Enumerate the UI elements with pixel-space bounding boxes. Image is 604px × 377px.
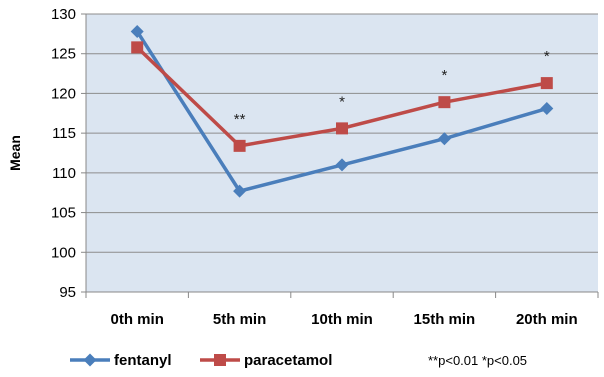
y-tick-label: 110 <box>52 165 76 182</box>
fentanyl-point <box>335 158 349 172</box>
legend-swatch-marker <box>83 353 97 367</box>
legend-swatch-marker <box>214 354 226 366</box>
legend-label: paracetamol <box>244 352 332 369</box>
y-tick-label: 130 <box>51 6 76 23</box>
legend-label: fentanyl <box>114 352 172 369</box>
y-tick-label: 115 <box>52 125 76 142</box>
significance-marker: ** <box>234 111 246 128</box>
paracetamol-point <box>131 41 144 54</box>
grid-lines <box>86 13 598 253</box>
y-tick-label: 105 <box>51 205 76 222</box>
legend: fentanyl paracetamol <box>70 352 332 369</box>
x-tick-label: 15th min <box>414 311 476 328</box>
x-tick-label: 5th min <box>213 311 266 328</box>
series-fentanyl <box>130 24 554 198</box>
significance-marker: * <box>441 67 447 84</box>
fentanyl-point <box>233 184 247 198</box>
y-tick-label: 100 <box>51 244 76 261</box>
y-tick-label: 120 <box>51 85 76 102</box>
legend-item-paracetamol: paracetamol <box>200 352 332 369</box>
significance-marker: * <box>544 48 550 65</box>
paracetamol-point <box>233 139 246 152</box>
x-tick-label: 20th min <box>516 311 578 328</box>
x-tick-label: 0th min <box>111 311 164 328</box>
significance-annotations: ***** <box>234 48 550 128</box>
series-layer <box>130 24 554 198</box>
fentanyl-point <box>540 102 554 116</box>
paracetamol-point <box>540 77 553 90</box>
axes: 95 100 105 110 115 120 125 130 0th min 5th min 10t… <box>51 6 599 328</box>
x-tick-label: 10th min <box>311 311 373 328</box>
significance-marker: * <box>339 93 345 110</box>
y-axis-title: Mean <box>7 135 23 171</box>
fentanyl-point <box>437 132 451 146</box>
paracetamol-point <box>336 122 348 135</box>
y-tick-label: 125 <box>51 46 76 63</box>
fentanyl-point <box>130 24 144 38</box>
legend-item-fentanyl: fentanyl <box>70 352 172 369</box>
paracetamol-point <box>438 96 451 109</box>
significance-footnote: **p<0.01 *p<0.05 <box>428 353 527 368</box>
series-paracetamol <box>131 41 553 152</box>
plot-area <box>86 14 598 292</box>
y-tick-label: 95 <box>59 284 76 301</box>
